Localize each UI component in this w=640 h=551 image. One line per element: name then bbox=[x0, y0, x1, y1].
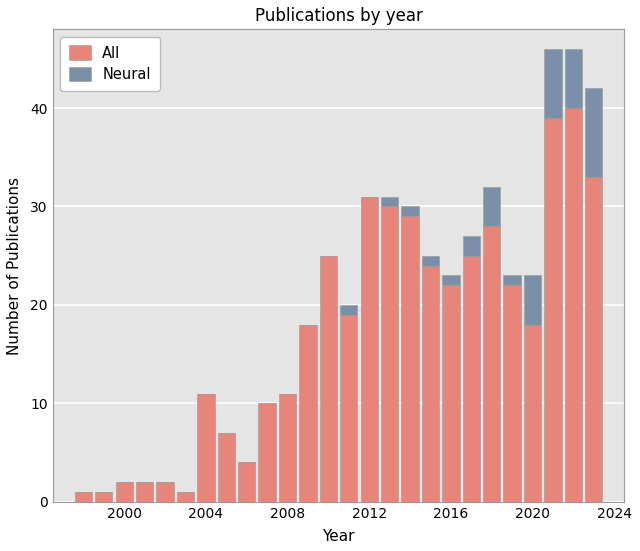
Bar bbox=[544, 118, 562, 502]
Bar bbox=[463, 256, 480, 502]
Bar bbox=[422, 266, 439, 502]
Bar bbox=[585, 177, 602, 502]
Bar bbox=[483, 187, 500, 226]
Bar bbox=[75, 492, 92, 502]
Bar bbox=[544, 49, 562, 118]
Bar bbox=[564, 49, 582, 108]
Bar bbox=[463, 236, 480, 256]
Bar bbox=[279, 393, 296, 502]
X-axis label: Year: Year bbox=[323, 529, 355, 544]
Bar bbox=[442, 276, 460, 285]
Bar bbox=[585, 88, 602, 177]
Y-axis label: Number of Publications: Number of Publications bbox=[7, 176, 22, 355]
Bar bbox=[320, 256, 337, 502]
Bar bbox=[136, 482, 154, 502]
Bar bbox=[524, 276, 541, 325]
Legend: All, Neural: All, Neural bbox=[60, 36, 159, 91]
Bar bbox=[95, 492, 113, 502]
Bar bbox=[504, 276, 521, 285]
Bar bbox=[360, 197, 378, 502]
Bar bbox=[238, 462, 255, 502]
Bar bbox=[504, 285, 521, 502]
Bar bbox=[340, 305, 358, 315]
Bar bbox=[381, 197, 398, 207]
Bar bbox=[156, 482, 173, 502]
Bar bbox=[422, 256, 439, 266]
Bar bbox=[483, 226, 500, 502]
Bar bbox=[300, 325, 317, 502]
Bar bbox=[259, 403, 276, 502]
Bar bbox=[197, 393, 214, 502]
Bar bbox=[218, 433, 235, 502]
Bar bbox=[401, 217, 419, 502]
Bar bbox=[442, 285, 460, 502]
Bar bbox=[116, 482, 133, 502]
Bar bbox=[401, 207, 419, 217]
Bar bbox=[381, 207, 398, 502]
Bar bbox=[177, 492, 194, 502]
Bar bbox=[524, 325, 541, 502]
Title: Publications by year: Publications by year bbox=[255, 7, 422, 25]
Bar bbox=[564, 108, 582, 502]
Bar bbox=[340, 315, 358, 502]
